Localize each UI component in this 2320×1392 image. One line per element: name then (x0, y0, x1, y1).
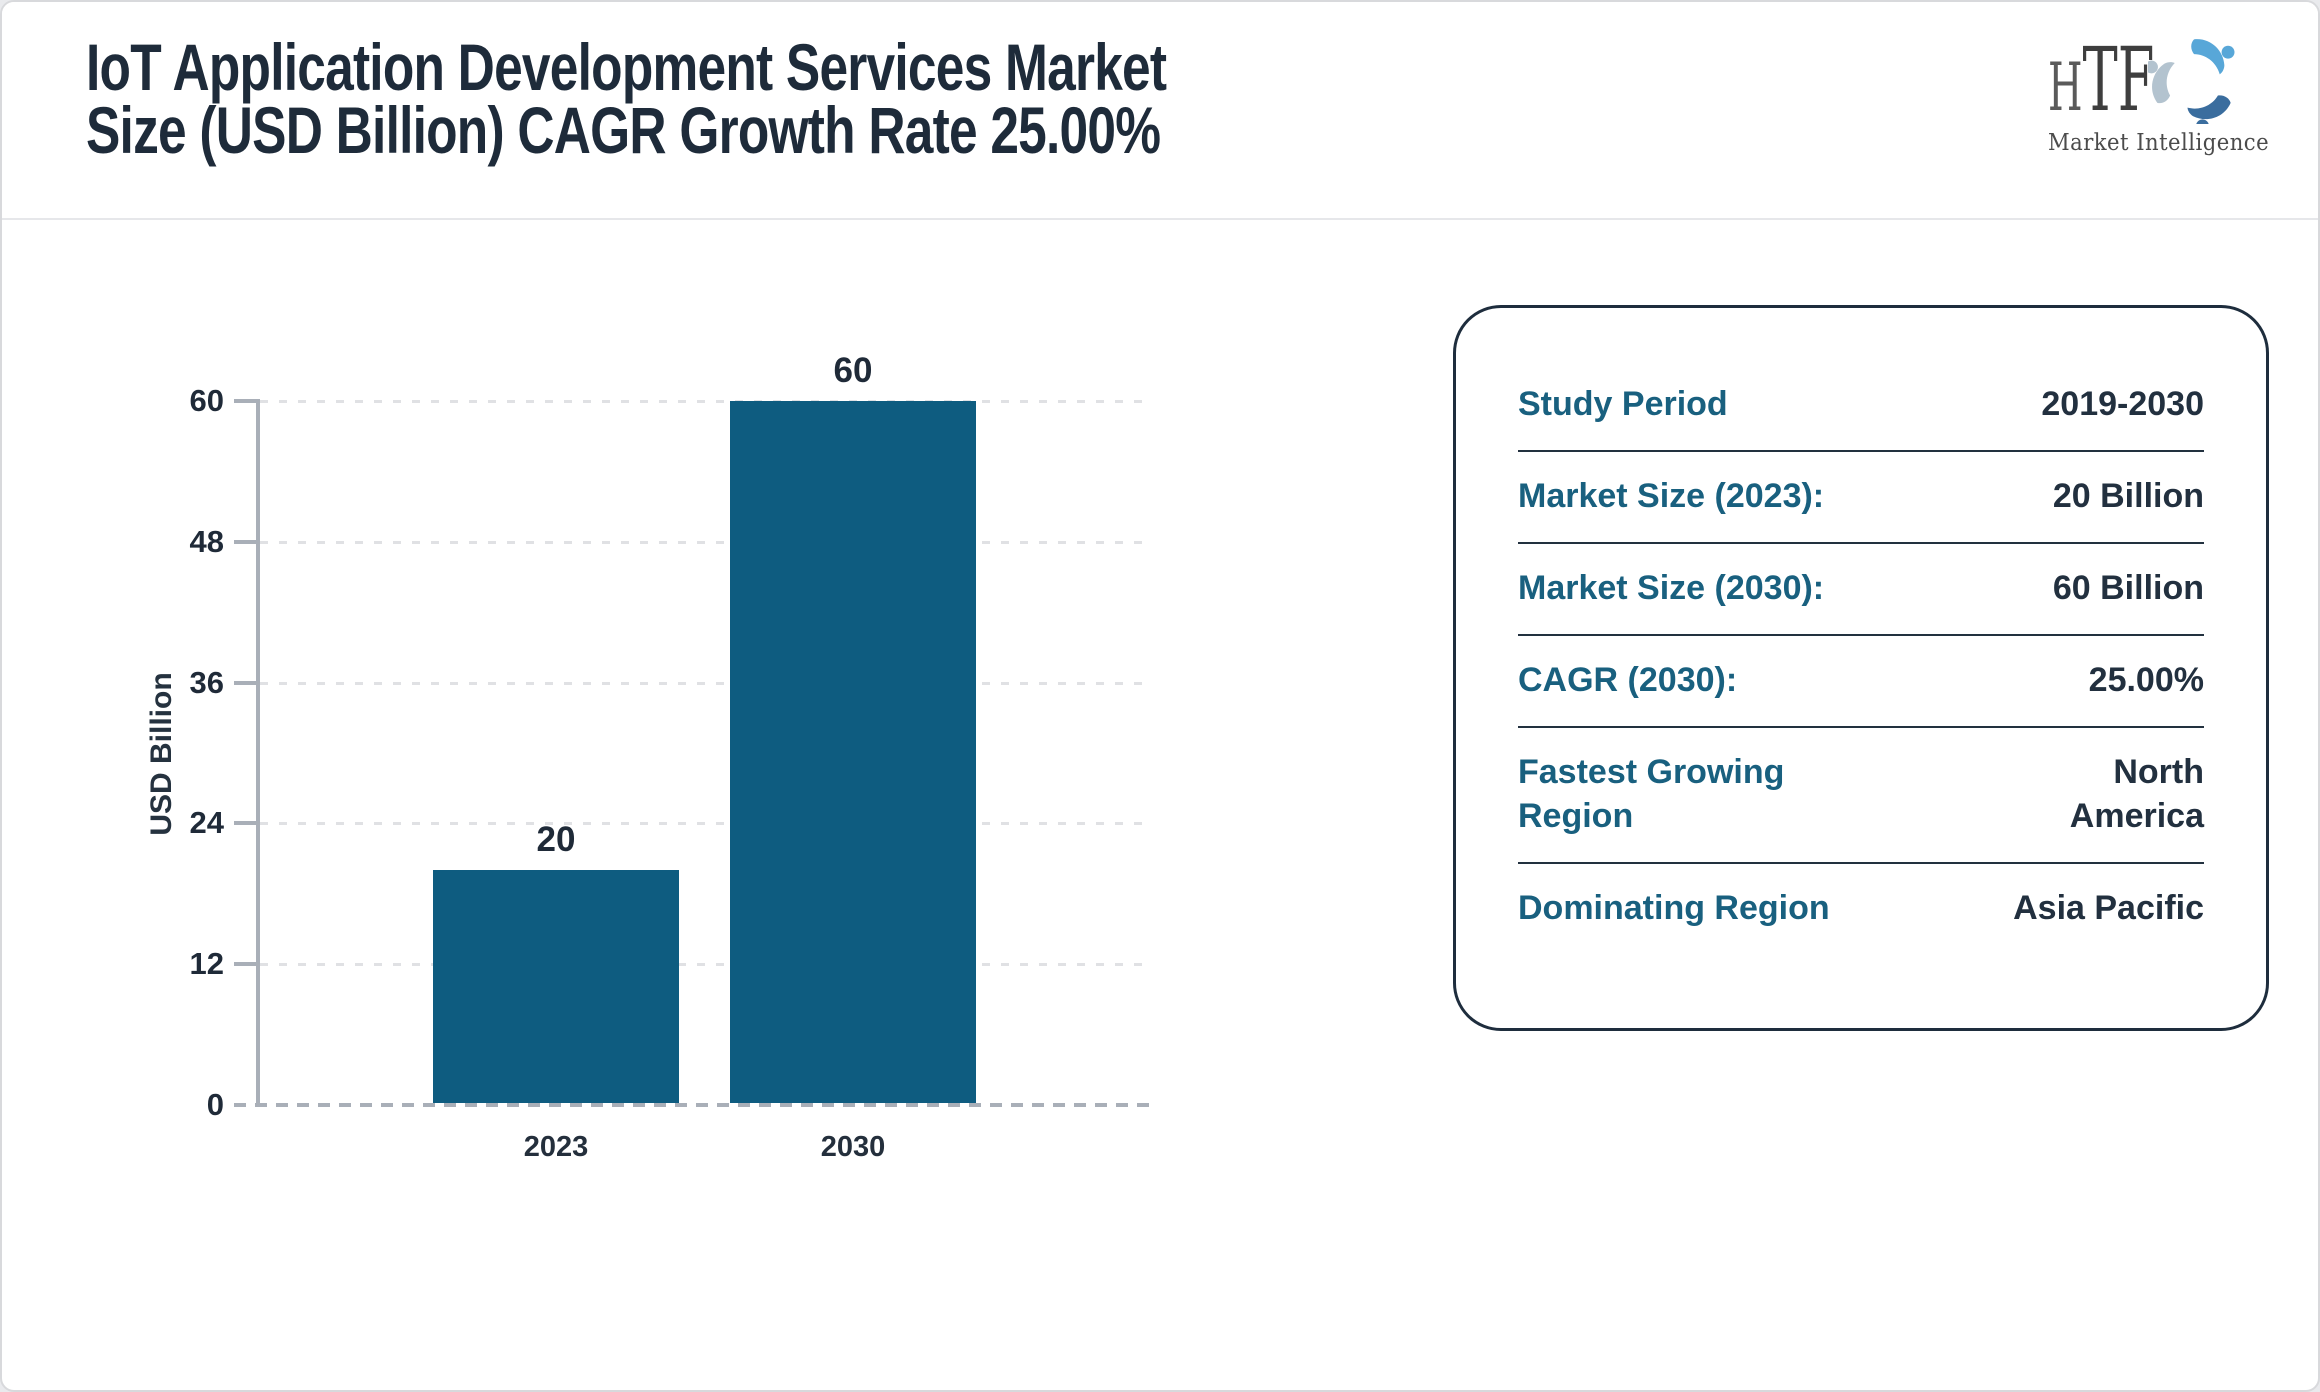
panel-row-value: 2019-2030 (2041, 385, 2204, 424)
htf-swirl-icon (2148, 39, 2235, 124)
x-tick-label: 2023 (523, 1131, 589, 1163)
htf-logo-row: HTF (2048, 36, 2288, 124)
panel-row: Fastest Growing Region North America (1518, 728, 2204, 862)
page-title-line-2: Size (USD Billion) CAGR Growth Rate 25.0… (86, 93, 1161, 167)
y-tick-mark (234, 821, 256, 826)
panel-rows: Study Period 2019-2030 Market Size (2023):… (1456, 308, 2266, 954)
y-tick-mark (234, 680, 256, 685)
info-panel: Study Period 2019-2030 Market Size (2023):… (1453, 305, 2269, 1031)
logo-subtitle: Market Intelligence (2048, 130, 2270, 156)
page-title: IoT Application Development Services Mar… (86, 30, 1167, 167)
y-tick-label: 36 (189, 664, 224, 700)
panel-row: CAGR (2030): 25.00% (1518, 636, 2204, 726)
htf-logo-text: HTF (2048, 36, 2154, 124)
y-tick-label: 0 (206, 1087, 224, 1122)
panel-row-value: 25.00% (2088, 661, 2204, 700)
panel-divider (1518, 634, 2204, 636)
gridline (260, 681, 1150, 685)
x-axis-line (234, 1103, 1150, 1107)
header: IoT Application Development Services Mar… (2, 2, 2318, 220)
y-tick-label: 60 (189, 383, 224, 418)
panel-divider (1518, 862, 2204, 864)
y-tick-mark (234, 539, 256, 544)
panel-row-label: Study Period (1518, 385, 1728, 424)
bar (433, 870, 679, 1105)
panel-row-value: 20 Billion (2052, 477, 2204, 516)
panel-row-value: 60 Billion (2052, 569, 2204, 608)
panel-row: Study Period 2019-2030 (1518, 360, 2204, 450)
gridline (260, 822, 1150, 826)
y-tick-mark (234, 399, 256, 403)
page-title-line-1: IoT Application Development Services Mar… (86, 30, 1167, 104)
gridline (260, 963, 1150, 967)
gridline (260, 540, 1150, 544)
panel-row-label: Dominating Region (1518, 889, 1830, 928)
logo-letter-f: F (2117, 28, 2155, 131)
panel-row: Dominating Region Asia Pacific (1518, 864, 2204, 954)
panel-divider (1518, 542, 2204, 544)
y-tick-mark (234, 962, 256, 967)
panel-row-label: Fastest Growing Region (1518, 753, 1785, 835)
y-tick-label: 24 (189, 805, 224, 841)
y-tick-label: 48 (189, 523, 224, 559)
x-tick-label: 2030 (820, 1131, 886, 1163)
panel-row-value: North America (2069, 753, 2204, 835)
logo-letter-h: H (2048, 49, 2083, 126)
bar-value-label: 60 (833, 351, 873, 390)
bar-value-label: 20 (536, 820, 576, 859)
panel-row: Market Size (2030): 60 Billion (1518, 544, 2204, 634)
gridline (260, 400, 1150, 403)
y-tick-label: 12 (189, 946, 224, 982)
panel-divider (1518, 726, 2204, 728)
panel-row-label: Market Size (2030): (1518, 569, 1825, 608)
panel-divider (1518, 450, 2204, 452)
bar (730, 401, 976, 1105)
panel-row-value: Asia Pacific (2013, 889, 2204, 928)
panel-row: Market Size (2023): 20 Billion (1518, 452, 2204, 542)
plot-area: 0 12 24 36 48 60 20 2023 60 2030 (190, 351, 1150, 1163)
panel-row-label: Market Size (2023): (1518, 477, 1825, 516)
logo-letter-t: T (2082, 28, 2118, 131)
panel-row-label: CAGR (2030): (1518, 661, 1738, 700)
y-axis-line (256, 399, 260, 1107)
htf-logo: HTF Market Intelligence (2048, 36, 2288, 157)
